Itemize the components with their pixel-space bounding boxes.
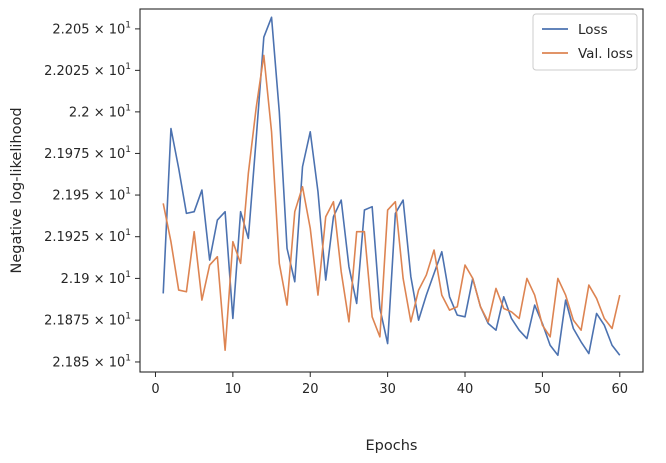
x-axis: 0 10 20 30 40 50 60 bbox=[151, 372, 628, 397]
x-tick-label: 20 bbox=[302, 382, 319, 397]
axes-frame bbox=[139, 8, 644, 373]
legend: Loss Val. loss bbox=[532, 13, 638, 71]
y-tick-label: 2.2025 × 101 bbox=[44, 62, 131, 79]
x-tick-label: 0 bbox=[151, 382, 159, 397]
x-tick-label: 40 bbox=[457, 382, 474, 397]
y-axis-label: Negative log-likelihood bbox=[9, 107, 25, 273]
series-group bbox=[162, 16, 621, 357]
y-tick-label: 2.195 × 101 bbox=[52, 187, 131, 204]
x-tick-label: 60 bbox=[612, 382, 629, 397]
x-tick-label: 50 bbox=[534, 382, 551, 397]
x-axis-label: Epochs bbox=[366, 438, 418, 454]
y-tick-label: 2.19 × 101 bbox=[61, 270, 131, 287]
x-tick-label: 10 bbox=[225, 382, 242, 397]
y-tick-label: 2.1925 × 101 bbox=[44, 228, 131, 245]
legend-entry: Val. loss bbox=[578, 46, 633, 62]
series-line-2 bbox=[162, 54, 621, 352]
y-axis: 2.205 × 101 2.2025 × 101 2.2 × 101 2.1975 ×… bbox=[44, 20, 140, 370]
y-tick-label: 2.185 × 101 bbox=[52, 353, 131, 370]
y-tick-label: 2.1875 × 101 bbox=[44, 312, 131, 329]
y-tick-label: 2.205 × 101 bbox=[52, 20, 131, 37]
legend-box bbox=[532, 13, 638, 71]
x-tick-label: 30 bbox=[379, 382, 396, 397]
legend-entry: Loss bbox=[578, 22, 608, 38]
y-tick-label: 2.2 × 101 bbox=[69, 103, 131, 120]
y-tick-label: 2.1975 × 101 bbox=[44, 145, 131, 162]
